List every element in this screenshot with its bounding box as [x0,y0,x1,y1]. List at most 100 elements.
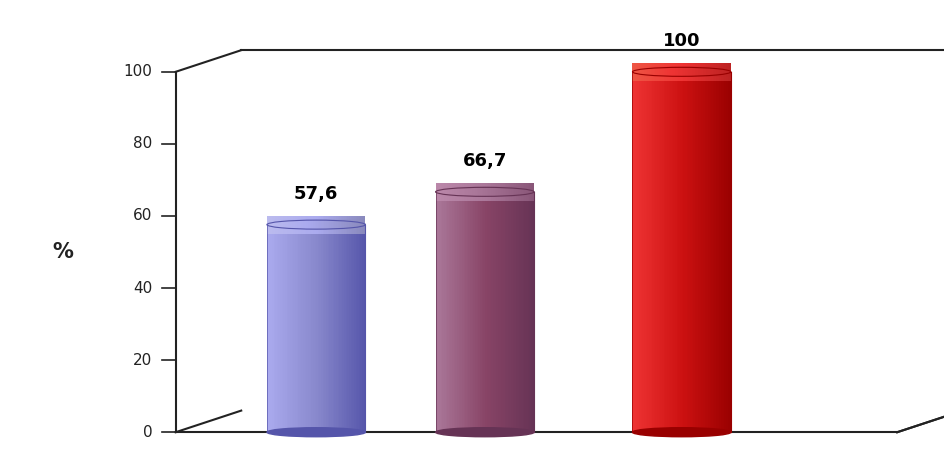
Polygon shape [467,183,469,201]
Polygon shape [641,66,642,77]
Polygon shape [675,63,677,81]
Polygon shape [267,219,268,230]
Polygon shape [644,63,646,81]
Polygon shape [470,186,472,197]
Polygon shape [449,192,451,432]
Polygon shape [685,63,687,81]
Polygon shape [352,225,354,432]
Polygon shape [344,225,346,432]
Polygon shape [725,63,726,81]
Polygon shape [498,186,499,197]
Polygon shape [275,225,277,432]
Polygon shape [516,183,517,201]
Polygon shape [517,183,519,201]
Polygon shape [349,225,351,432]
Polygon shape [439,192,440,432]
Polygon shape [340,225,342,432]
Polygon shape [440,192,442,432]
Polygon shape [340,219,342,230]
Polygon shape [295,219,297,230]
Polygon shape [521,192,523,432]
Polygon shape [277,225,279,432]
Polygon shape [279,225,281,432]
Polygon shape [667,72,669,432]
Polygon shape [465,183,467,201]
Polygon shape [342,225,344,432]
Polygon shape [701,66,703,77]
Polygon shape [293,225,295,432]
Polygon shape [490,183,492,201]
Polygon shape [650,72,652,432]
Polygon shape [283,225,285,432]
Polygon shape [356,219,358,230]
Polygon shape [344,219,346,230]
Polygon shape [639,66,641,77]
Polygon shape [300,216,301,234]
Polygon shape [675,72,677,432]
Polygon shape [667,66,669,77]
Polygon shape [274,225,275,432]
Polygon shape [308,219,310,230]
Polygon shape [336,216,338,234]
Polygon shape [671,66,673,77]
Polygon shape [646,66,648,77]
Polygon shape [354,216,356,234]
Polygon shape [493,186,495,197]
Polygon shape [290,225,292,432]
Polygon shape [513,186,514,197]
Polygon shape [481,183,483,201]
Polygon shape [716,66,718,77]
Polygon shape [521,183,523,201]
Polygon shape [487,183,488,201]
Polygon shape [270,219,272,230]
Polygon shape [315,225,316,432]
Polygon shape [505,183,506,201]
Polygon shape [713,63,714,81]
Polygon shape [642,63,644,81]
Polygon shape [354,225,356,432]
Polygon shape [318,216,320,234]
Polygon shape [356,225,358,432]
Polygon shape [320,219,321,230]
Text: 100: 100 [663,32,701,50]
Polygon shape [648,63,649,81]
Polygon shape [511,192,513,432]
Polygon shape [329,225,331,432]
Polygon shape [338,219,340,230]
Polygon shape [328,225,329,432]
Polygon shape [268,219,270,230]
Polygon shape [288,219,290,230]
Polygon shape [708,66,709,77]
Polygon shape [653,63,655,81]
Polygon shape [662,72,664,432]
Polygon shape [657,72,659,432]
Polygon shape [346,216,347,234]
Polygon shape [301,219,303,230]
Polygon shape [707,66,708,77]
Polygon shape [659,63,660,81]
Polygon shape [360,219,362,230]
Polygon shape [505,186,506,197]
Polygon shape [703,66,705,77]
Polygon shape [452,192,454,432]
Polygon shape [666,66,667,77]
Polygon shape [454,183,456,201]
Polygon shape [483,192,485,432]
Polygon shape [277,216,279,234]
Text: 0: 0 [143,425,152,440]
Polygon shape [634,72,636,432]
Polygon shape [303,216,304,234]
Polygon shape [711,63,713,81]
Polygon shape [671,72,673,432]
Polygon shape [310,225,311,432]
Polygon shape [684,63,685,81]
Polygon shape [659,72,660,432]
Polygon shape [322,219,324,230]
Polygon shape [362,225,363,432]
Polygon shape [670,66,671,77]
Polygon shape [632,72,634,432]
Polygon shape [636,63,637,81]
Polygon shape [444,192,445,432]
Polygon shape [662,66,664,77]
Polygon shape [639,63,641,81]
